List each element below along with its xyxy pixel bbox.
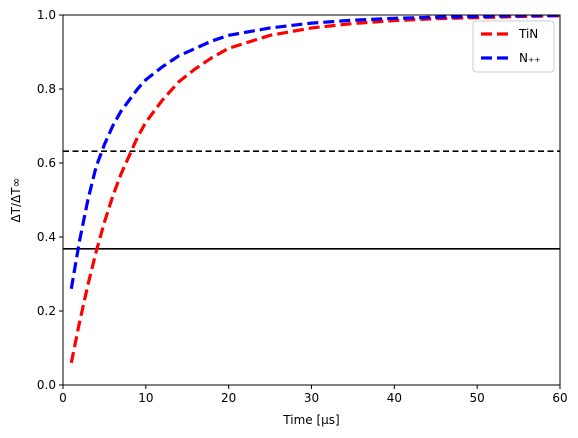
y-tick-label: 0.4 xyxy=(37,230,56,244)
x-tick-label: 40 xyxy=(387,391,402,405)
legend-label-1: TiN xyxy=(518,27,538,41)
x-axis: 0 10 20 30 40 50 60 xyxy=(59,385,568,405)
y-tick-label: 1.0 xyxy=(37,8,56,22)
legend: TiN N₊₊ xyxy=(472,20,555,73)
x-tick-label: 60 xyxy=(552,391,567,405)
series-line-1 xyxy=(69,15,560,364)
y-tick-label: 0.0 xyxy=(37,378,56,392)
series-line-2 xyxy=(69,15,560,290)
legend-label-2: N₊₊ xyxy=(519,51,541,65)
y-tick-label: 0.2 xyxy=(37,304,56,318)
x-tick-label: 30 xyxy=(304,391,319,405)
legend-box xyxy=(472,20,555,73)
y-tick-label: 0.6 xyxy=(37,156,56,170)
x-axis-label: Time [µs] xyxy=(282,413,339,427)
x-tick-label: 0 xyxy=(59,391,67,405)
x-tick-label: 20 xyxy=(221,391,236,405)
y-axis: 0.0 0.2 0.4 0.6 0.8 1.0 xyxy=(37,8,63,392)
y-tick-label: 0.8 xyxy=(37,82,56,96)
x-tick-label: 10 xyxy=(138,391,153,405)
x-tick-label: 50 xyxy=(470,391,485,405)
y-axis-label: ΔT/ΔT∞ xyxy=(9,177,23,222)
plot-layer xyxy=(63,15,560,364)
